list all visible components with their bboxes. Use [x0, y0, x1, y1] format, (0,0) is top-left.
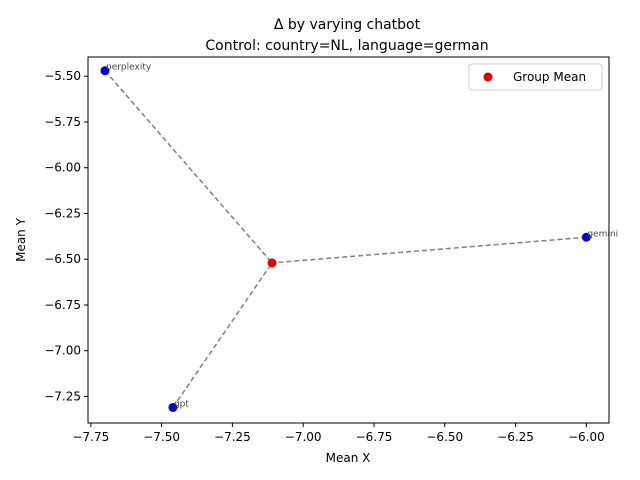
y-tick-label: −6.00: [44, 161, 81, 175]
point-label-gemini: gemini: [587, 229, 618, 239]
x-tick-label: −6.75: [356, 430, 393, 444]
y-tick-label: −6.25: [44, 206, 81, 220]
plot-frame: [87, 56, 610, 424]
y-axis-label: Mean Y: [14, 217, 28, 262]
y-tick-label: −6.50: [44, 252, 81, 266]
chart-title: Δ by varying chatbot: [274, 17, 421, 33]
connector-line-gpt: [172, 262, 273, 408]
x-tick-label: −6.50: [426, 430, 463, 444]
x-tick-label: −7.50: [143, 430, 180, 444]
x-tick-label: −7.75: [72, 430, 109, 444]
group-mean-point: [267, 258, 277, 268]
y-axis-ticks: −5.50 −5.75 −6.00 −6.25 −6.50 −6.75 −7.00 −7.25: [44, 69, 88, 403]
point-label-gpt: gpt: [174, 399, 189, 409]
point-gpt: [168, 402, 178, 412]
connector-line-gemini: [271, 236, 587, 264]
point-labels: perplexity gemini gpt: [106, 63, 618, 410]
x-tick-label: −7.25: [214, 430, 251, 444]
x-axis-ticks: −7.75 −7.50 −7.25 −7.00 −6.75 −6.50 −6.25 −6.00: [72, 423, 605, 444]
legend: Group Mean: [468, 63, 603, 91]
point-gemini: [581, 232, 591, 242]
y-tick-label: −5.75: [44, 115, 81, 129]
x-tick-label: −6.00: [568, 430, 605, 444]
y-tick-label: −7.25: [44, 389, 81, 403]
connector-line-perplexity: [104, 70, 273, 264]
legend-marker-group-mean: [483, 72, 493, 82]
legend-box: [468, 63, 603, 91]
point-perplexity: [100, 66, 110, 76]
point-label-perplexity: perplexity: [106, 63, 152, 73]
legend-label-group-mean: Group Mean: [513, 70, 586, 84]
chart-subtitle: Control: country=NL, language=german: [205, 38, 488, 54]
x-axis-label: Mean X: [326, 451, 371, 465]
x-tick-label: −7.00: [285, 430, 322, 444]
y-tick-label: −7.00: [44, 344, 81, 358]
data-points: [100, 66, 591, 412]
y-tick-label: −5.50: [44, 69, 81, 83]
x-tick-label: −6.25: [497, 430, 534, 444]
y-tick-label: −6.75: [44, 298, 81, 312]
connector-lines: [104, 70, 587, 408]
